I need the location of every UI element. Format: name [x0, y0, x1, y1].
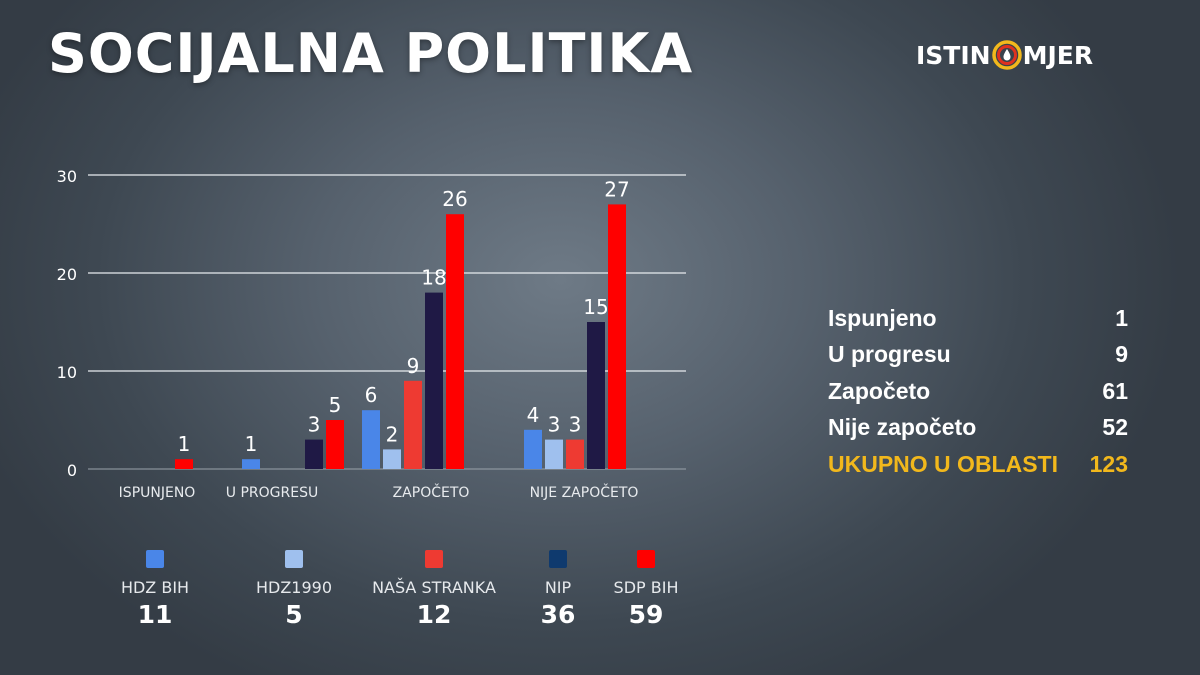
- legend-total: 59: [628, 600, 664, 629]
- bar: [242, 459, 260, 469]
- bar: [425, 292, 443, 469]
- legend-swatch: [637, 550, 655, 568]
- legend-total: 5: [285, 600, 303, 629]
- bar: [404, 380, 422, 469]
- summary-value: 9: [1115, 341, 1128, 368]
- x-tick-label: ZAPOČETO: [393, 483, 470, 501]
- legend-total: 36: [540, 600, 576, 629]
- y-tick-label: 0: [67, 461, 77, 480]
- data-label: 3: [308, 413, 321, 437]
- summary-value: 1: [1115, 304, 1128, 331]
- data-label: 1: [178, 432, 191, 456]
- summary-row: U progresu 9: [828, 337, 1128, 374]
- y-tick-label: 30: [57, 167, 77, 186]
- summary-total-value: 123: [1089, 450, 1128, 477]
- data-label: 26: [442, 187, 467, 211]
- legend-item-hdz1990: HDZ1990 5: [224, 548, 364, 629]
- x-tick-label: NIJE ZAPOČETO: [530, 483, 639, 501]
- x-tick-label: ISPUNJENO: [119, 485, 196, 501]
- legend-item-nasa-stranka: NAŠA STRANKA 12: [364, 548, 504, 629]
- bar: [383, 449, 401, 469]
- bar: [608, 204, 626, 469]
- legend-label: HDZ1990: [255, 578, 333, 597]
- data-label: 3: [548, 413, 561, 437]
- summary-label: Ispunjeno: [828, 304, 937, 331]
- data-label: 3: [569, 413, 582, 437]
- y-tick-label: 20: [57, 265, 77, 284]
- legend-item-nip: NIP 36: [488, 548, 628, 629]
- legend-swatch: [285, 550, 303, 568]
- legend: HDZ BIH 11 HDZ1990 5 NAŠA STRANKA 12 NIP…: [110, 548, 710, 648]
- bar: [524, 429, 542, 469]
- x-tick-label: U PROGRESU: [226, 485, 318, 501]
- summary-total-row: UKUPNO U OBLASTI 123: [828, 446, 1128, 483]
- y-tick-label: 10: [57, 363, 77, 382]
- data-label: 15: [583, 295, 608, 319]
- bar: [566, 439, 584, 469]
- legend-label: NAŠA STRANKA: [372, 578, 496, 597]
- bar: [545, 439, 563, 469]
- brand-text-right: MJER: [1022, 40, 1094, 70]
- data-label: 27: [604, 177, 629, 201]
- data-label: 18: [421, 266, 446, 290]
- bar: [362, 410, 380, 469]
- legend-item-sdp-bih: SDP BIH 59: [576, 548, 716, 629]
- summary-label: Započeto: [828, 377, 931, 404]
- legend-item-hdz-bih: HDZ BIH 11: [85, 548, 225, 629]
- legend-total: 11: [137, 600, 173, 629]
- target-ring-icon: [991, 40, 1022, 70]
- data-label: 1: [245, 432, 258, 456]
- bar: [326, 420, 344, 469]
- summary-value: 61: [1102, 377, 1128, 404]
- data-label: 6: [365, 383, 378, 407]
- page-title: SOCIJALNA POLITIKA: [48, 22, 694, 85]
- data-label: 5: [329, 393, 342, 417]
- legend-swatch: [146, 550, 164, 568]
- legend-label: NIP: [544, 578, 572, 597]
- summary-table: Ispunjeno 1 U progresu 9 Započeto 61 Nij…: [828, 300, 1128, 483]
- data-label: 4: [527, 403, 540, 427]
- brand-text-left: ISTIN: [916, 40, 991, 70]
- legend-total: 12: [416, 600, 452, 629]
- bar: [175, 459, 193, 469]
- brand-logo: ISTIN MJER: [916, 38, 1093, 72]
- summary-value: 52: [1102, 414, 1128, 441]
- bar: [305, 439, 323, 469]
- legend-swatch: [425, 550, 443, 568]
- data-label: 9: [407, 354, 420, 378]
- data-label: 2: [386, 422, 399, 446]
- legend-label: SDP BIH: [613, 578, 679, 597]
- bar: [446, 214, 464, 469]
- summary-row: Započeto 61: [828, 373, 1128, 410]
- legend-swatch: [549, 550, 567, 568]
- summary-total-label: UKUPNO U OBLASTI: [828, 450, 1058, 477]
- legend-label: HDZ BIH: [120, 578, 190, 597]
- summary-label: U progresu: [828, 341, 951, 368]
- summary-row: Nije započeto 52: [828, 410, 1128, 447]
- bar: [587, 322, 605, 469]
- summary-label: Nije započeto: [828, 414, 977, 441]
- summary-row: Ispunjeno 1: [828, 300, 1128, 337]
